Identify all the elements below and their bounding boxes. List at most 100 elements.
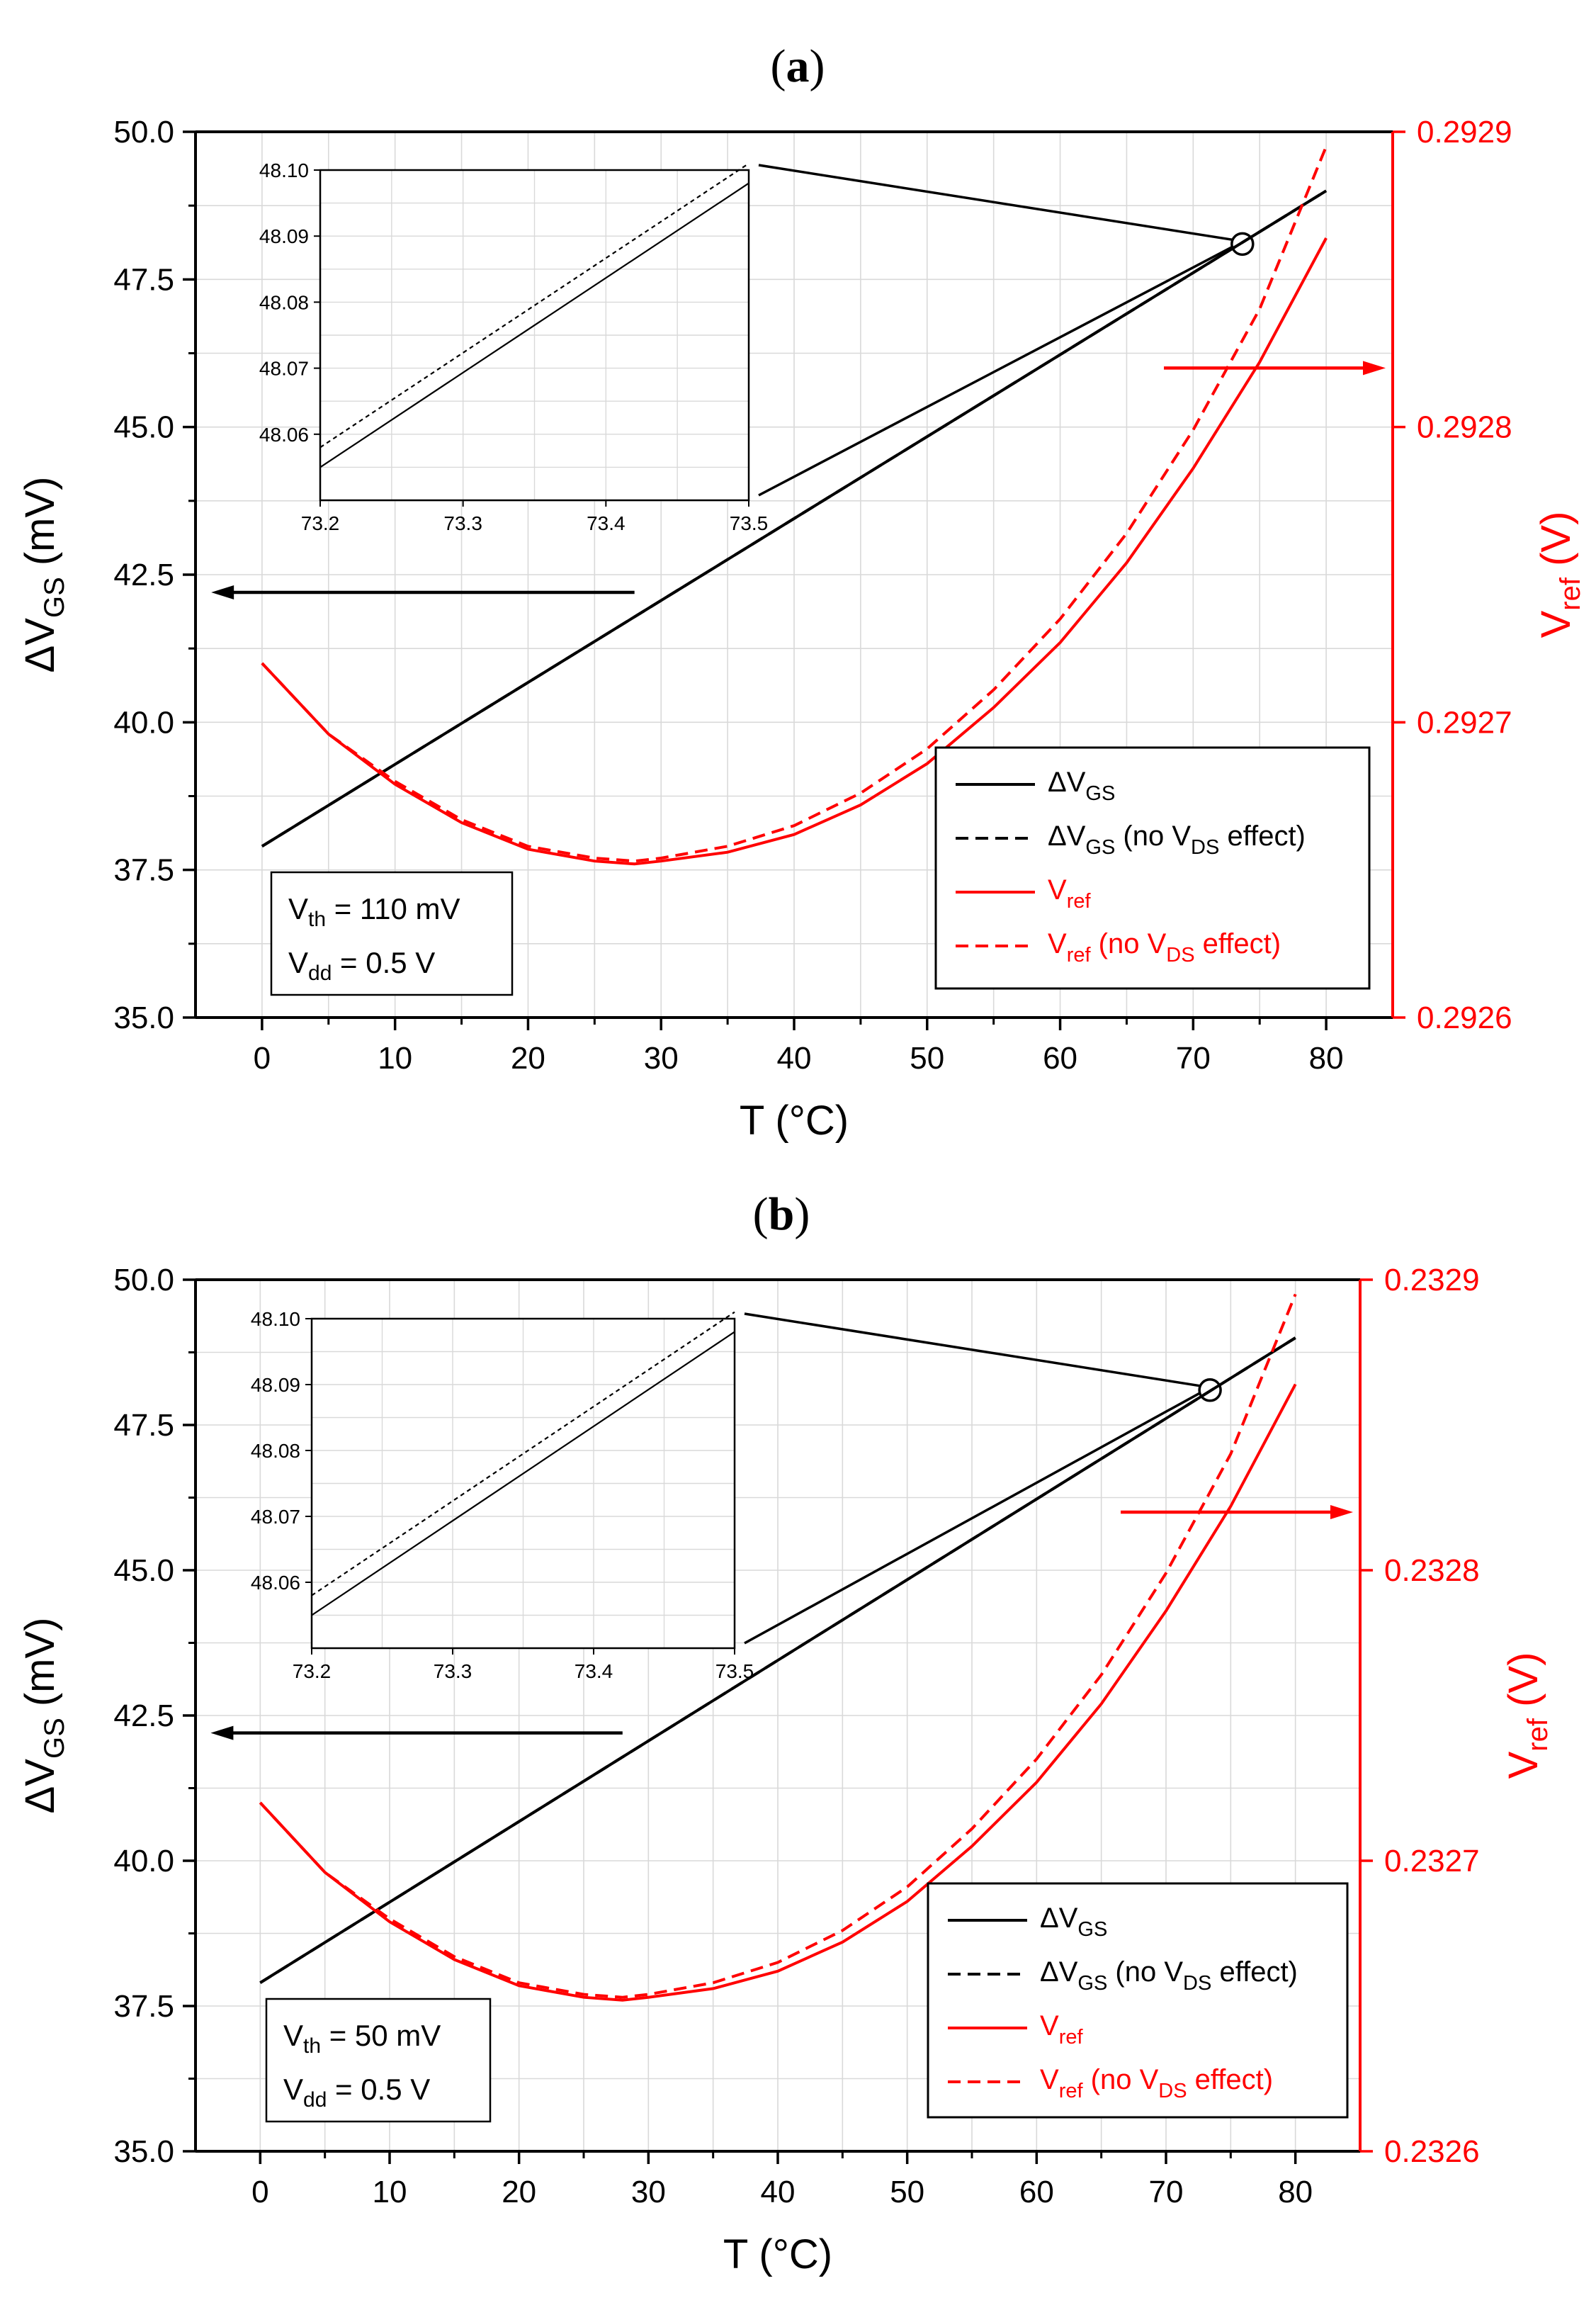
x-tick-label: 70 bbox=[1149, 2175, 1184, 2209]
y-right-tick-label: 0.2927 bbox=[1417, 705, 1512, 740]
y-left-tick-label: 42.5 bbox=[113, 1698, 174, 1733]
y-right-tick-label: 0.2327 bbox=[1384, 1844, 1480, 1878]
y-right-tick-label: 0.2926 bbox=[1417, 1001, 1512, 1035]
panel-label: (b) bbox=[753, 1188, 810, 1240]
y-right-axis-label: Vref (V) bbox=[1500, 1652, 1553, 1779]
x-tick-label: 40 bbox=[777, 1041, 812, 1076]
x-tick-label: 50 bbox=[910, 1041, 944, 1076]
series-vref-solid bbox=[259, 1383, 1297, 2002]
inset-grid bbox=[320, 170, 749, 500]
x-axis-label: T (°C) bbox=[740, 1098, 849, 1144]
zoom-connector-bottom bbox=[744, 1392, 1201, 1645]
y-left-tick-label: 35.0 bbox=[113, 1001, 174, 1035]
x-tick-label: 10 bbox=[373, 2175, 407, 2209]
y-right-tick-label: 0.2929 bbox=[1417, 115, 1512, 150]
y-left-tick-label: 35.0 bbox=[113, 2134, 174, 2169]
x-tick-label: 60 bbox=[1043, 1041, 1077, 1076]
series-vref-solid bbox=[261, 237, 1328, 866]
parameter-annotation: Vth = 110 mV Vdd = 0.5 V bbox=[270, 871, 514, 996]
inset-y-tick-label: 48.08 bbox=[259, 291, 309, 313]
inset-x-tick-label: 73.5 bbox=[715, 1660, 754, 1682]
inset-x-tick-label: 73.4 bbox=[575, 1660, 613, 1682]
x-tick-label: 70 bbox=[1176, 1041, 1211, 1076]
annotation-box bbox=[265, 1998, 492, 2123]
y-left-tick-label: 45.0 bbox=[113, 1553, 174, 1588]
series-dvgs-dashed bbox=[259, 1336, 1296, 1984]
zoom-connector-top bbox=[744, 1312, 1201, 1387]
annotation-vdd: Vdd = 0.5 V bbox=[283, 2073, 430, 2112]
y-left-tick-label: 50.0 bbox=[113, 1263, 174, 1297]
legend-entry: Vref bbox=[1040, 2010, 1083, 2049]
legend-entry: ΔVGS (no VDS effect) bbox=[1040, 1956, 1298, 1995]
zoom-marker bbox=[1198, 1378, 1222, 1402]
legend-entry: ΔVGS bbox=[1048, 767, 1115, 805]
annotation-vth: Vth = 50 mV bbox=[283, 2019, 441, 2058]
x-tick-label: 0 bbox=[254, 1041, 271, 1076]
legend-entry: Vref bbox=[1048, 874, 1091, 913]
y-left-tick-label: 45.0 bbox=[113, 410, 174, 445]
inset: 73.2 73.3 73.4 73.5 48.06 48.07 48.08 48.09 48.1… bbox=[259, 159, 768, 534]
legend-box bbox=[934, 746, 1371, 990]
y-left-axis-label: ΔVGS (mV) bbox=[17, 1618, 70, 1814]
chart-panel-a: (a) 0 10 20 30 40 50 60 70 80 T (°C) 35.0 37.5 40.0 42… bbox=[17, 40, 1586, 1144]
inset-grid bbox=[312, 1319, 735, 1648]
y-right-tick-label: 0.2328 bbox=[1384, 1553, 1480, 1588]
x-tick-label: 20 bbox=[511, 1041, 545, 1076]
x-tick-label: 30 bbox=[644, 1041, 679, 1076]
x-tick-label: 80 bbox=[1309, 1041, 1344, 1076]
right-axis-arrowhead bbox=[1330, 1505, 1353, 1519]
inset-frame bbox=[319, 169, 750, 502]
annotation-vdd: Vdd = 0.5 V bbox=[288, 946, 435, 985]
x-axis-label: T (°C) bbox=[723, 2231, 832, 2277]
y-left-tick-label: 40.0 bbox=[113, 705, 174, 740]
x-tick-label: 40 bbox=[761, 2175, 796, 2209]
inset-x-tick-label: 73.4 bbox=[587, 512, 626, 534]
inset-x-tick-label: 73.5 bbox=[730, 512, 769, 534]
y-left-tick-label: 37.5 bbox=[113, 1989, 174, 2024]
y-right-tick-label: 0.2329 bbox=[1384, 1263, 1480, 1297]
y-left-tick-label: 42.5 bbox=[113, 558, 174, 592]
y-right-tick-label: 0.2326 bbox=[1384, 2134, 1480, 2169]
annotation-box bbox=[270, 871, 514, 996]
zoom-connector-bottom bbox=[758, 245, 1233, 497]
legend: ΔVGS ΔVGS (no VDS effect) Vref Vref (no VDS… bbox=[927, 1882, 1349, 2119]
x-tick-label: 20 bbox=[502, 2175, 536, 2209]
inset-y-tick-label: 48.07 bbox=[251, 1506, 300, 1528]
y-left-axis-label: ΔVGS (mV) bbox=[17, 477, 70, 673]
series-dvgs-dashed bbox=[261, 189, 1328, 848]
x-tick-label: 80 bbox=[1278, 2175, 1313, 2209]
inset: 73.2 73.3 73.4 73.5 48.06 48.07 48.08 48.09 48.1… bbox=[251, 1308, 754, 1682]
zoom-marker bbox=[1230, 232, 1255, 257]
x-tick-label: 30 bbox=[631, 2175, 666, 2209]
x-tick-label: 50 bbox=[890, 2175, 924, 2209]
inset-y-tick-label: 48.09 bbox=[259, 225, 309, 247]
legend-entry: ΔVGS bbox=[1040, 1903, 1107, 1941]
x-tick-label: 10 bbox=[378, 1041, 412, 1076]
inset-y-tick-label: 48.10 bbox=[259, 159, 309, 181]
y-left-tick-label: 47.5 bbox=[113, 262, 174, 297]
x-tick-label: 60 bbox=[1019, 2175, 1054, 2209]
left-axis-arrowhead bbox=[210, 1725, 234, 1740]
inset-y-tick-label: 48.09 bbox=[251, 1374, 300, 1396]
legend: ΔVGS ΔVGS (no VDS effect) Vref Vref (no VDS… bbox=[934, 746, 1371, 990]
zoom-connector-top bbox=[758, 164, 1233, 242]
right-axis-arrowhead bbox=[1363, 361, 1386, 376]
series-vref-dashed bbox=[261, 146, 1328, 863]
y-left-tick-label: 40.0 bbox=[113, 1844, 174, 1878]
inset-x-tick-label: 73.2 bbox=[293, 1660, 332, 1682]
inset-y-tick-label: 48.07 bbox=[259, 358, 309, 380]
inset-x-tick-label: 73.3 bbox=[434, 1660, 472, 1682]
y-left-tick-label: 37.5 bbox=[113, 853, 174, 888]
y-left-tick-label: 47.5 bbox=[113, 1408, 174, 1443]
inset-series-solid bbox=[311, 1331, 735, 1616]
legend-entry: ΔVGS (no VDS effect) bbox=[1048, 821, 1306, 859]
inset-y-tick-label: 48.06 bbox=[259, 424, 309, 446]
legend-entry: Vref (no VDS effect) bbox=[1040, 2064, 1273, 2102]
inset-x-tick-label: 73.3 bbox=[443, 512, 482, 534]
annotation-vth: Vth = 110 mV bbox=[288, 892, 460, 931]
panel-label: (a) bbox=[771, 40, 825, 92]
inset-y-tick-label: 48.10 bbox=[251, 1308, 300, 1330]
chart-panel-b: (b) 0 10 20 30 40 50 60 70 80 T (°C) 35.0 37.5 40.0 42… bbox=[17, 1188, 1553, 2277]
inset-frame bbox=[310, 1317, 736, 1650]
